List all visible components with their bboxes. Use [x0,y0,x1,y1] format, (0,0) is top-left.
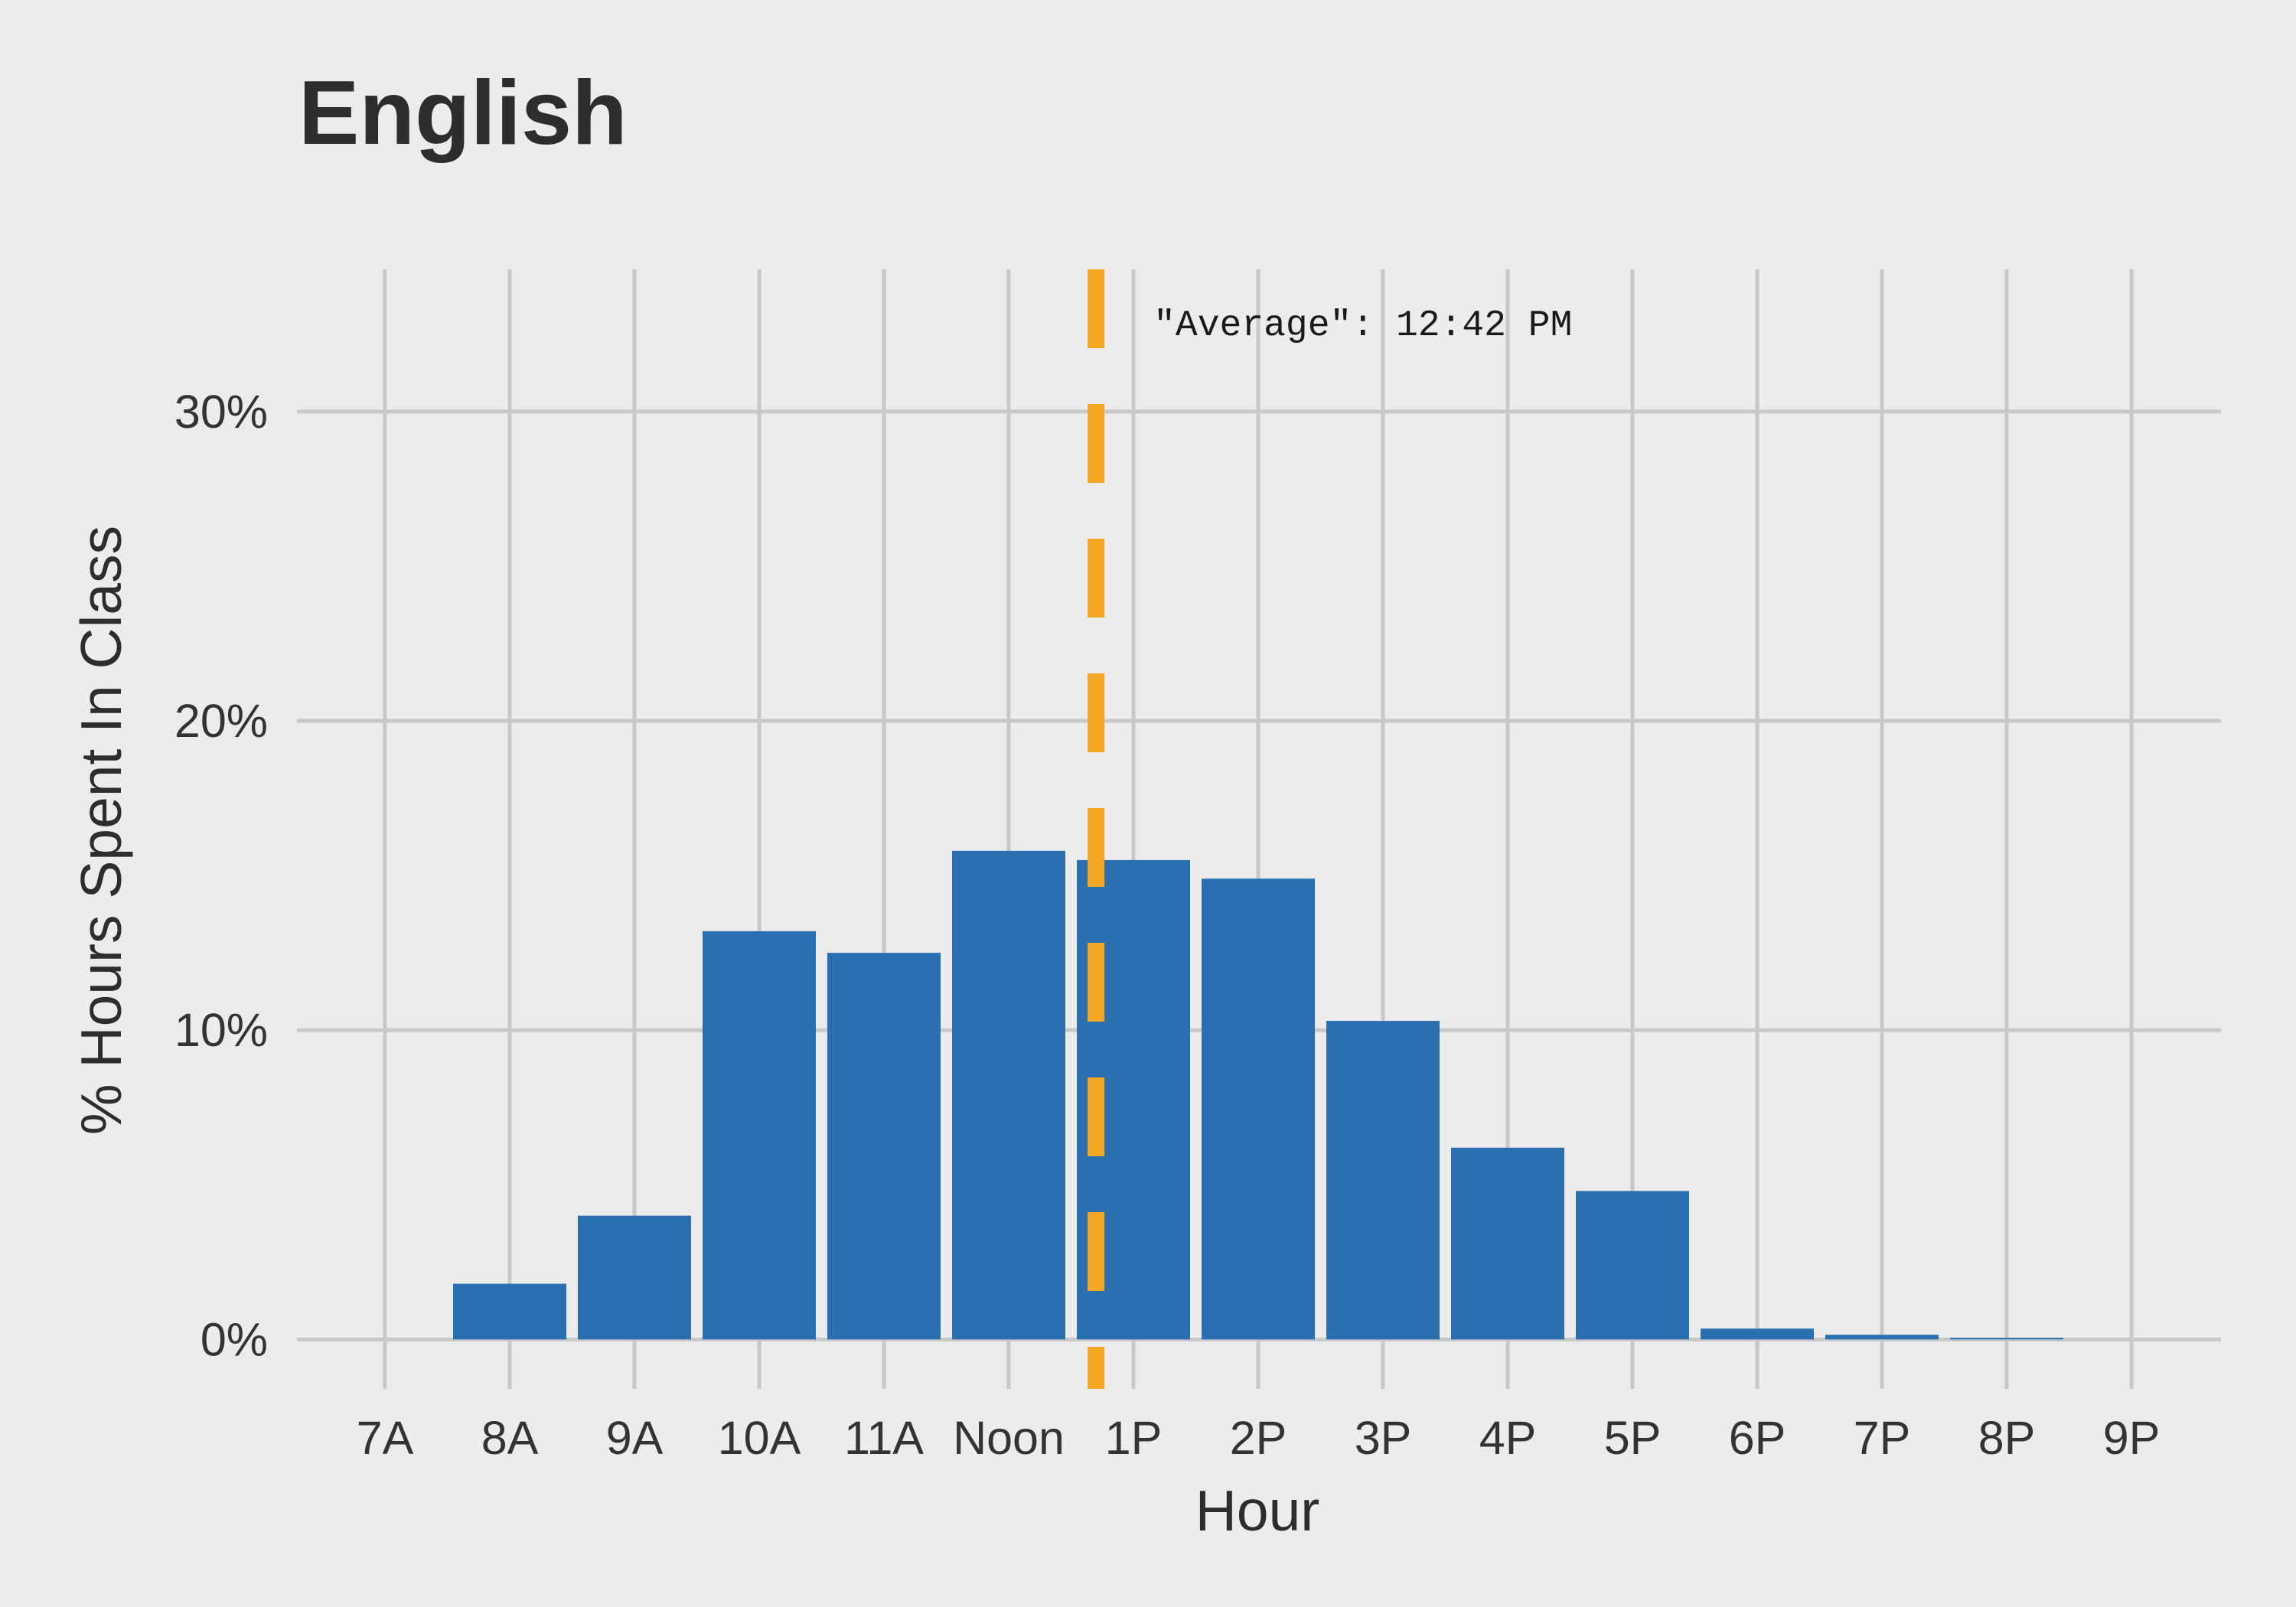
bar [703,931,816,1340]
y-tick-label: 0% [201,1313,268,1365]
bar [1576,1191,1689,1340]
x-tick-label: 9P [2103,1412,2161,1464]
bar [453,1283,566,1340]
bar [827,953,941,1340]
average-annotation: "Average": 12:42 PM [1153,305,1572,347]
x-tick-label: 9A [606,1412,664,1464]
bar [578,1215,691,1340]
x-tick-label: 2P [1230,1412,1287,1464]
bar [1451,1147,1564,1340]
y-tick-label: 20% [174,695,268,747]
bar [1202,878,1315,1340]
x-tick-label: 3P [1355,1412,1412,1464]
chart-title: English [298,62,628,164]
x-tick-label: 4P [1479,1412,1537,1464]
average-line: "Average": 12:42 PM [1088,269,1572,1389]
x-axis-label: Hour [1195,1478,1320,1543]
x-tick-label: 7A [357,1412,414,1464]
tick-labels: 0% 10% 20% 30% 7A 8A 9A 10A 11A Noon 1P 2P 3P 4P 5P 6P 7… [174,386,2160,1464]
x-tick-label: 10A [718,1412,801,1464]
bars [453,850,2063,1340]
x-tick-label: Noon [953,1412,1065,1464]
bar [1950,1338,2063,1340]
bar [952,850,1065,1340]
x-tick-label: 8A [481,1412,539,1464]
x-tick-label: 7P [1854,1412,1911,1464]
x-tick-label: 5P [1604,1412,1662,1464]
x-tick-label: 1P [1105,1412,1163,1464]
x-tick-label: 11A [844,1412,924,1464]
bar [1825,1335,1939,1340]
x-tick-label: 6P [1729,1412,1786,1464]
y-tick-label: 30% [174,386,268,438]
y-axis-label: % Hours Spent In Class [69,526,133,1135]
bar [1701,1328,1814,1340]
bar [1326,1021,1440,1340]
x-tick-label: 8P [1978,1412,2036,1464]
y-tick-label: 10% [174,1004,268,1056]
